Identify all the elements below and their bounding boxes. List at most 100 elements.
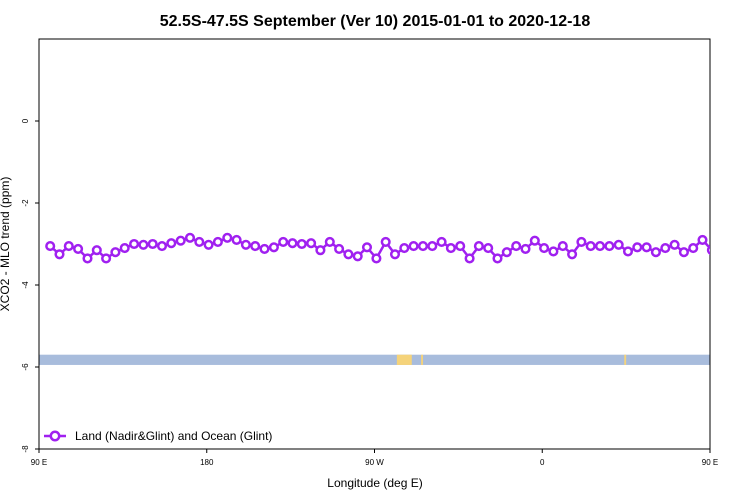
x-axis-label: Longitude (deg E)	[327, 476, 422, 490]
data-point	[371, 253, 382, 264]
data-point	[324, 236, 335, 247]
data-point	[352, 251, 363, 262]
data-point	[259, 243, 270, 254]
data-point	[194, 236, 205, 247]
data-point	[138, 239, 149, 250]
ocean-strip	[39, 354, 710, 365]
data-point	[250, 241, 261, 252]
y-tick-label: -4	[21, 281, 30, 289]
y-tick-label: -6	[21, 363, 30, 371]
y-tick-label: -8	[21, 445, 30, 453]
y-axis-label: XCO2 - MLO trend (ppm)	[0, 177, 12, 312]
data-point	[82, 253, 93, 264]
data-point	[334, 243, 345, 254]
data-point	[688, 243, 699, 254]
data-point	[306, 238, 317, 249]
data-point	[529, 235, 540, 246]
data-point	[706, 245, 710, 255]
data-point	[287, 238, 298, 249]
data-point	[203, 239, 214, 250]
data-point	[110, 247, 121, 258]
data-point	[585, 241, 596, 252]
data-point	[613, 239, 624, 250]
data-point	[567, 249, 578, 260]
data-point	[408, 241, 419, 252]
data-point	[361, 242, 373, 253]
chart-title: 52.5S-47.5S September (Ver 10) 2015-01-0…	[160, 13, 591, 30]
data-point	[697, 234, 708, 245]
data-point	[343, 249, 354, 260]
data-point	[622, 246, 634, 257]
data-point	[166, 238, 177, 249]
x-tick-label: 90 W	[365, 458, 384, 467]
data-point	[184, 232, 196, 243]
data-point	[222, 232, 233, 243]
data-point	[632, 242, 643, 253]
data-point	[63, 241, 74, 252]
data-point	[73, 243, 84, 254]
data-point	[576, 236, 587, 247]
data-point	[54, 249, 65, 260]
data-point	[399, 243, 410, 254]
data-point	[436, 236, 447, 247]
data-point	[417, 241, 429, 252]
data-point	[147, 238, 158, 250]
x-tick-label: 90 E	[702, 458, 718, 467]
data-point	[641, 242, 652, 253]
data-point	[315, 245, 326, 256]
land-segment	[421, 354, 423, 365]
land-segment	[624, 354, 627, 365]
legend-label: Land (Nadir&Glint) and Ocean (Glint)	[75, 429, 272, 443]
data-point	[129, 238, 140, 250]
y-tick-label: 0	[21, 118, 30, 123]
data-point	[445, 243, 456, 254]
data-point	[492, 253, 503, 264]
data-point	[745, 246, 750, 254]
data-point	[669, 239, 680, 250]
data-point	[296, 238, 307, 250]
data-point	[91, 245, 102, 256]
data-point	[45, 241, 56, 252]
data-point	[727, 251, 735, 259]
data-point	[650, 247, 661, 258]
data-point	[539, 243, 550, 254]
y-axis: 0 -2 -4 -6 -8	[21, 118, 39, 453]
data-point	[212, 236, 223, 247]
y-tick-label: -2	[21, 199, 30, 207]
data-point	[175, 235, 186, 246]
data-point	[594, 241, 606, 252]
data-point	[483, 243, 494, 254]
data-point	[240, 239, 251, 250]
data-point	[380, 236, 391, 247]
data-point	[119, 243, 130, 254]
data-point	[548, 246, 559, 257]
data-point	[464, 253, 475, 264]
x-tick-label: 90 E	[31, 458, 47, 467]
data-point	[427, 241, 438, 252]
data-point	[268, 242, 279, 253]
data-point	[389, 249, 401, 260]
data-point	[604, 241, 615, 252]
x-axis: 90 E 180 90 W 0 90 E	[31, 449, 718, 467]
data-point	[156, 241, 168, 252]
data-point	[501, 247, 512, 258]
data-point	[520, 243, 531, 254]
data-point	[557, 241, 568, 252]
data-point	[455, 241, 466, 252]
legend-marker	[49, 430, 61, 442]
data-point	[660, 243, 671, 254]
data-point	[717, 242, 725, 250]
x-tick-label: 180	[200, 458, 214, 467]
data-point	[278, 236, 289, 247]
surface-strip	[39, 354, 710, 365]
series-layer	[45, 232, 750, 264]
land-segment	[396, 354, 412, 365]
data-point	[511, 241, 522, 252]
data-point	[473, 241, 484, 252]
x-tick-label: 0	[540, 458, 545, 467]
data-point	[101, 253, 112, 264]
data-point	[736, 244, 744, 252]
legend: Land (Nadir&Glint) and Ocean (Glint)	[44, 429, 272, 443]
data-point	[678, 247, 689, 258]
